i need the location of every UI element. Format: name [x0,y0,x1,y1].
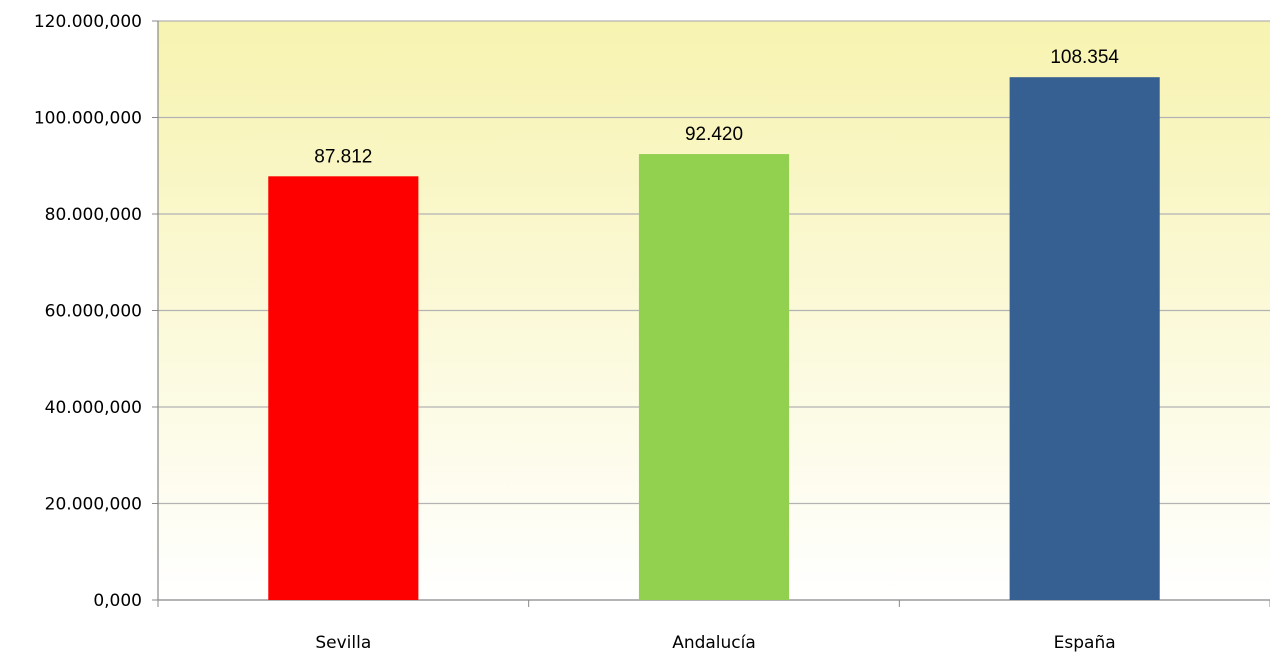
data-label: 108.354 [1050,47,1119,68]
y-tick-label: 20.000,000 [45,495,142,515]
y-tick-label: 0,000 [93,591,142,611]
y-tick-label: 120.000,000 [34,12,142,32]
labels: 0,000 20.000,000 40.000,000 60.000,000 80.00… [34,12,1120,652]
y-tick-label: 40.000,000 [45,398,142,418]
data-label: 92.420 [685,124,743,145]
y-tick-label: 80.000,000 [45,205,142,225]
bar-andaluca [638,154,790,601]
bars [268,77,1160,601]
x-category-label: Sevilla [315,633,371,652]
bar-sevilla [268,176,419,600]
data-label: 87.812 [314,146,372,167]
x-category-label: Andalucía [672,633,756,652]
x-category-label: España [1054,633,1116,652]
bar-espaa [1009,77,1160,600]
y-tick-label: 100.000,000 [34,109,142,129]
y-tick-label: 60.000,000 [45,302,142,322]
